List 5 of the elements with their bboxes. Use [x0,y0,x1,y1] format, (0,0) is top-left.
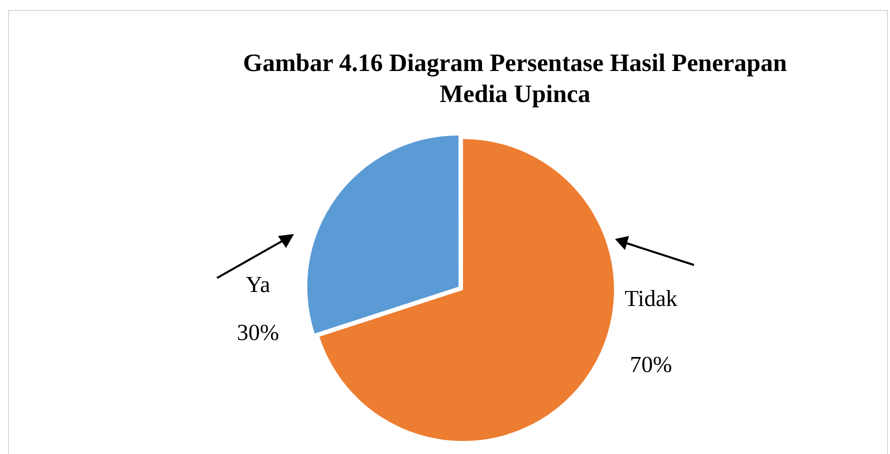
data-label: 30% [236,320,280,346]
data-label: 70% [630,352,672,378]
slice-label: Tidak [624,286,678,312]
slice-label: Ya [246,272,270,298]
chart-title: Gambar 4.16 Diagram Persentase Hasil Penerapan Media Upinca [242,49,788,110]
